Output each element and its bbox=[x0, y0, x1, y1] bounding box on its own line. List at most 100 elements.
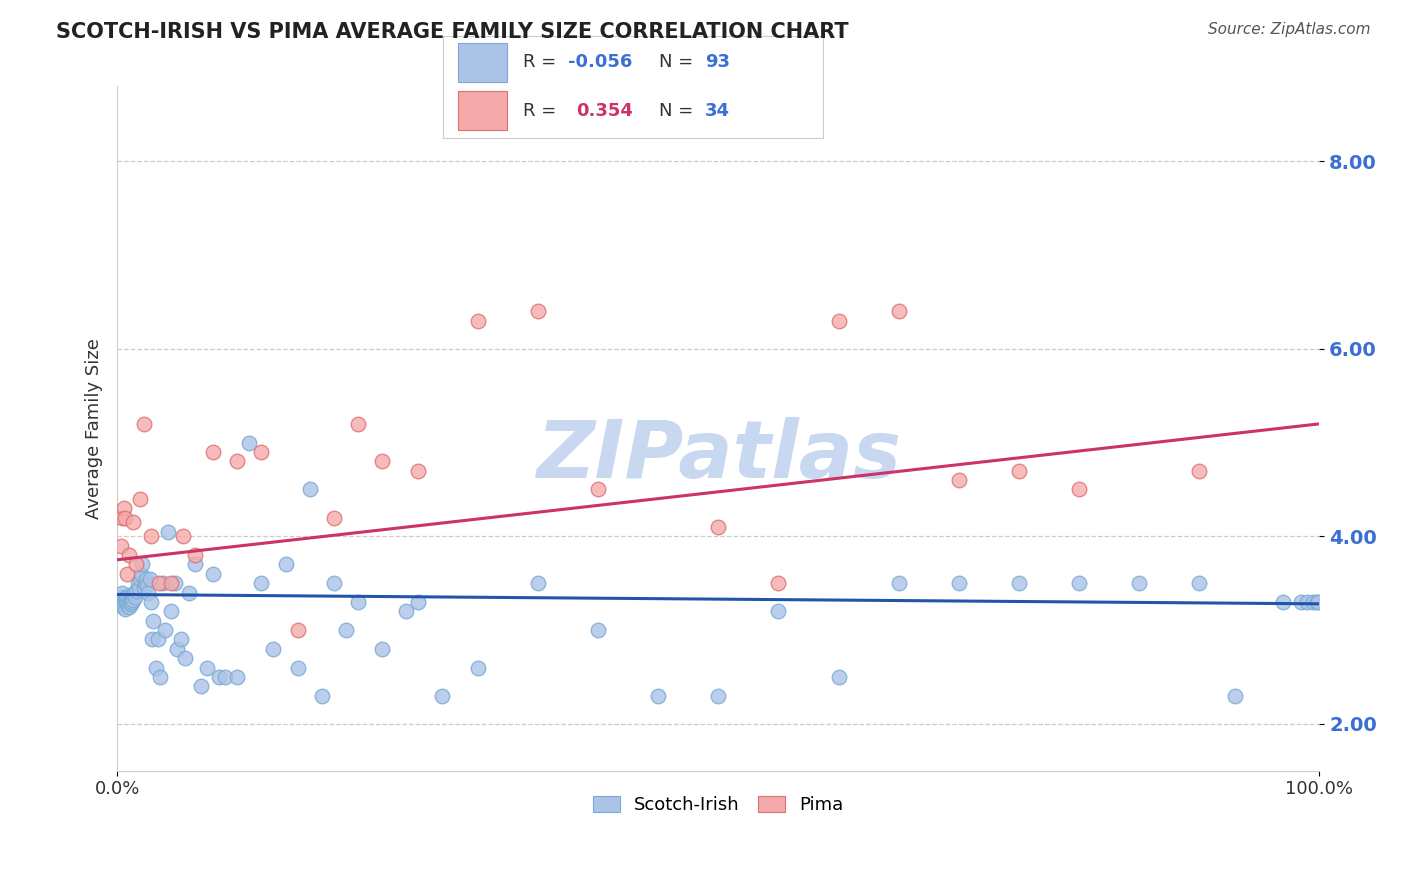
Point bbox=[1306, 595, 1329, 609]
Point bbox=[115, 597, 138, 611]
Point bbox=[311, 689, 333, 703]
Point bbox=[586, 483, 609, 497]
Point bbox=[142, 614, 165, 628]
Point bbox=[141, 632, 163, 647]
Point bbox=[152, 576, 174, 591]
Point bbox=[160, 604, 183, 618]
Point bbox=[707, 520, 730, 534]
Point bbox=[287, 660, 309, 674]
Point bbox=[406, 595, 429, 609]
Point bbox=[127, 576, 149, 591]
Legend: Scotch-Irish, Pima: Scotch-Irish, Pima bbox=[583, 787, 853, 823]
Point bbox=[250, 445, 273, 459]
Point bbox=[346, 417, 368, 431]
Point bbox=[146, 632, 169, 647]
Point bbox=[156, 524, 179, 539]
Point bbox=[110, 591, 132, 605]
Point bbox=[112, 597, 135, 611]
Point bbox=[647, 689, 669, 703]
Point bbox=[226, 670, 249, 684]
Point bbox=[128, 581, 150, 595]
Text: R =: R = bbox=[523, 102, 568, 120]
Point bbox=[114, 602, 136, 616]
Point bbox=[125, 583, 148, 598]
Point bbox=[768, 576, 790, 591]
Point bbox=[202, 445, 225, 459]
Point bbox=[238, 435, 260, 450]
Point bbox=[115, 566, 138, 581]
Point bbox=[139, 529, 162, 543]
Text: 93: 93 bbox=[704, 54, 730, 71]
Point bbox=[120, 595, 142, 609]
Text: R =: R = bbox=[523, 54, 561, 71]
Point bbox=[184, 548, 207, 562]
Point bbox=[887, 576, 910, 591]
Point bbox=[1302, 595, 1324, 609]
Point bbox=[138, 585, 160, 599]
Point bbox=[208, 670, 231, 684]
Point bbox=[118, 593, 141, 607]
Point bbox=[120, 597, 142, 611]
Bar bbox=[458, 43, 508, 82]
Point bbox=[112, 593, 135, 607]
Point bbox=[110, 539, 132, 553]
Y-axis label: Average Family Size: Average Family Size bbox=[86, 338, 103, 519]
Point bbox=[132, 581, 155, 595]
Point bbox=[118, 548, 141, 562]
Point bbox=[129, 491, 152, 506]
Text: N =: N = bbox=[659, 54, 699, 71]
Point bbox=[129, 572, 152, 586]
Point bbox=[149, 670, 172, 684]
Point bbox=[115, 591, 138, 605]
Point bbox=[145, 660, 167, 674]
Text: Source: ZipAtlas.com: Source: ZipAtlas.com bbox=[1208, 22, 1371, 37]
Point bbox=[179, 585, 201, 599]
Text: 0.354: 0.354 bbox=[576, 102, 633, 120]
Point bbox=[887, 304, 910, 318]
Point bbox=[322, 510, 344, 524]
Point bbox=[226, 454, 249, 468]
Point bbox=[114, 510, 136, 524]
Point bbox=[395, 604, 418, 618]
Point bbox=[527, 304, 550, 318]
Point bbox=[108, 595, 131, 609]
Point bbox=[948, 576, 970, 591]
Point bbox=[527, 576, 550, 591]
Point bbox=[586, 623, 609, 637]
Point bbox=[430, 689, 453, 703]
Point bbox=[117, 595, 139, 609]
Point bbox=[335, 623, 357, 637]
Point bbox=[1067, 576, 1090, 591]
Point bbox=[195, 660, 218, 674]
Point bbox=[172, 529, 194, 543]
Point bbox=[467, 314, 489, 328]
Point bbox=[125, 558, 148, 572]
Point bbox=[1188, 576, 1211, 591]
Point bbox=[114, 595, 136, 609]
Point bbox=[121, 587, 143, 601]
Point bbox=[134, 576, 156, 591]
Point bbox=[467, 660, 489, 674]
Text: N =: N = bbox=[659, 102, 699, 120]
Point bbox=[138, 572, 160, 586]
Point bbox=[1128, 576, 1150, 591]
Text: SCOTCH-IRISH VS PIMA AVERAGE FAMILY SIZE CORRELATION CHART: SCOTCH-IRISH VS PIMA AVERAGE FAMILY SIZE… bbox=[56, 22, 849, 42]
Point bbox=[163, 576, 186, 591]
Point bbox=[121, 516, 143, 530]
Point bbox=[1296, 595, 1319, 609]
Point bbox=[148, 576, 170, 591]
Point bbox=[155, 623, 177, 637]
Text: ZIPatlas: ZIPatlas bbox=[536, 417, 901, 495]
Point bbox=[298, 483, 321, 497]
Point bbox=[287, 623, 309, 637]
Point bbox=[707, 689, 730, 703]
Point bbox=[112, 595, 135, 609]
Point bbox=[1008, 464, 1031, 478]
Point bbox=[1188, 464, 1211, 478]
Point bbox=[274, 558, 297, 572]
Point bbox=[124, 591, 146, 605]
Point bbox=[121, 595, 143, 609]
Point bbox=[139, 595, 162, 609]
Point bbox=[370, 454, 392, 468]
Point bbox=[131, 558, 153, 572]
